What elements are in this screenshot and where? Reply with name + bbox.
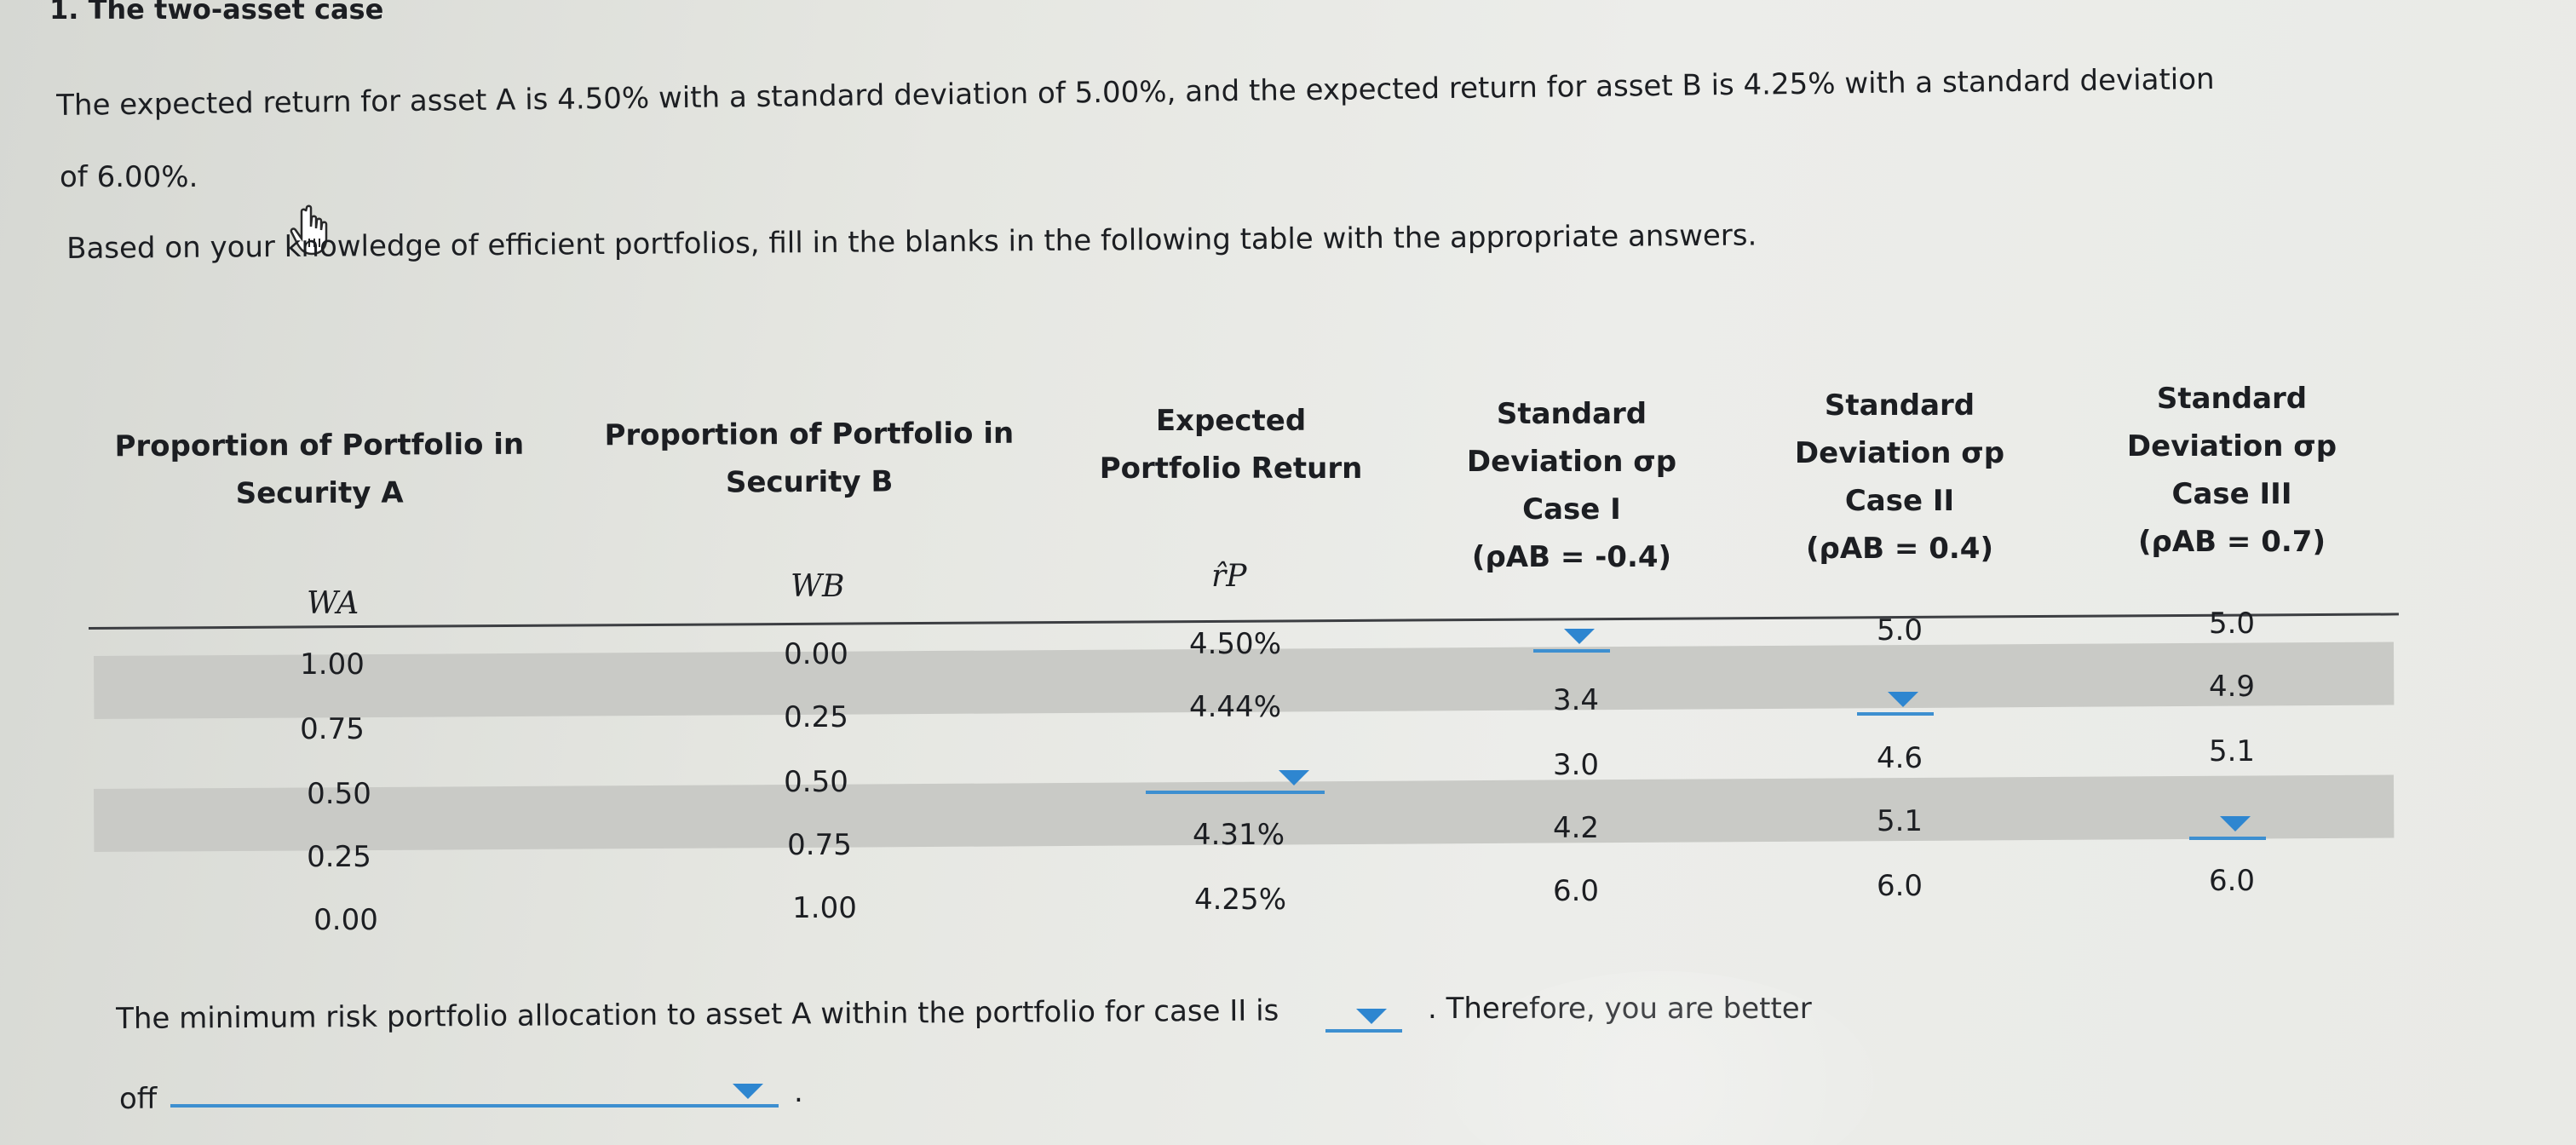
- screen-glare: [1448, 971, 1874, 1145]
- row5-wb: 1.00: [792, 891, 857, 925]
- row4-wb: 0.75: [787, 828, 852, 862]
- header-case-2-line3: Case II: [1844, 484, 1955, 518]
- header-case-3: Standard Deviation σp Case III (ρAB = 0.…: [2061, 375, 2402, 566]
- header-security-a-line1: Proportion of Portfolio in: [114, 427, 525, 464]
- row3-case1: 3.0: [1552, 748, 1600, 782]
- symbol-wa: WA: [307, 586, 359, 621]
- conclusion-text-2: . Therefore, you are better: [1428, 992, 1812, 1026]
- header-security-a-line2: Security A: [235, 475, 404, 511]
- row1-wa: 1.00: [300, 647, 365, 682]
- min-risk-allocation-dropdown[interactable]: [1325, 1004, 1402, 1033]
- header-case-2-line4: (ρAB = 0.4): [1805, 532, 1994, 566]
- row2-case1: 3.4: [1552, 683, 1600, 717]
- row2-rp: 4.44%: [1188, 690, 1281, 724]
- chevron-down-icon: [2220, 816, 2251, 831]
- row3-wb: 0.50: [784, 765, 848, 799]
- row1-case1-dropdown[interactable]: [1533, 624, 1610, 653]
- row3-rp-dropdown[interactable]: [1146, 765, 1325, 794]
- header-security-b-line1: Proportion of Portfolio in: [604, 416, 1015, 453]
- row5-case3: 6.0: [2208, 864, 2256, 898]
- symbol-rp: r̂P: [1211, 559, 1247, 594]
- conclusion-text-4: .: [794, 1075, 803, 1109]
- row1-case2: 5.0: [1876, 613, 1923, 647]
- row5-rp: 4.25%: [1193, 883, 1286, 917]
- header-case-1-line3: Case I: [1522, 492, 1621, 526]
- row4-rp: 4.31%: [1192, 818, 1285, 852]
- header-case-2-line2: Deviation σp: [1794, 436, 2005, 470]
- header-security-b-line2: Security B: [725, 464, 894, 500]
- header-expected-return-line2: Portfolio Return: [1099, 452, 1363, 486]
- row4-case2: 5.1: [1876, 804, 1923, 838]
- header-case-1-line1: Standard: [1496, 397, 1647, 431]
- header-case-2-line1: Standard: [1824, 388, 1975, 423]
- row3-case2: 4.6: [1876, 741, 1923, 775]
- row1-case3: 5.0: [2208, 607, 2256, 641]
- symbol-wb: WB: [791, 569, 845, 604]
- row3-wa: 0.50: [307, 777, 371, 811]
- row2-case2-dropdown[interactable]: [1857, 687, 1934, 716]
- header-case-2: Standard Deviation σp Case II (ρAB = 0.4…: [1729, 382, 2070, 572]
- row2-case3: 4.9: [2208, 670, 2256, 704]
- row2-wb: 0.25: [784, 700, 848, 734]
- header-case-3-line3: Case III: [2171, 477, 2292, 511]
- chevron-down-icon: [1888, 692, 1918, 707]
- row2-wa: 0.75: [300, 712, 365, 746]
- chevron-down-icon: [1279, 770, 1309, 785]
- hand-pointer-icon: [288, 204, 339, 259]
- row4-case1: 4.2: [1552, 811, 1600, 845]
- section-title: 1. The two-asset case: [49, 0, 384, 26]
- header-expected-return-line1: Expected: [1155, 404, 1307, 438]
- row5-case2: 6.0: [1876, 869, 1923, 903]
- better-off-dropdown[interactable]: [170, 1079, 779, 1108]
- row5-wa: 0.00: [313, 903, 378, 937]
- chevron-down-icon: [1356, 1009, 1387, 1024]
- row1-wb: 0.00: [784, 637, 848, 671]
- row4-wa: 0.25: [307, 840, 371, 874]
- header-security-a: Proportion of Portfolio in Security A: [94, 421, 546, 519]
- row3-case3: 5.1: [2208, 734, 2256, 768]
- header-case-3-line1: Standard: [2156, 382, 2308, 416]
- chevron-down-icon: [733, 1084, 763, 1099]
- row1-rp: 4.50%: [1188, 627, 1281, 661]
- header-case-1-line2: Deviation σp: [1466, 445, 1677, 479]
- row5-case1: 6.0: [1552, 874, 1600, 908]
- header-case-3-line2: Deviation σp: [2126, 429, 2337, 463]
- header-security-b: Proportion of Portfolio in Security B: [579, 410, 1040, 508]
- intro-line-2: of 6.00%.: [60, 160, 198, 194]
- row4-case3-dropdown[interactable]: [2189, 811, 2266, 840]
- chevron-down-icon: [1564, 629, 1595, 644]
- header-expected-return: Expected Portfolio Return: [1069, 397, 1393, 492]
- header-case-3-line4: (ρAB = 0.7): [2137, 525, 2326, 559]
- header-case-1-line4: (ρAB = -0.4): [1471, 540, 1672, 574]
- conclusion-text-3: off: [119, 1082, 158, 1116]
- header-case-1: Standard Deviation σp Case I (ρAB = -0.4…: [1406, 390, 1738, 581]
